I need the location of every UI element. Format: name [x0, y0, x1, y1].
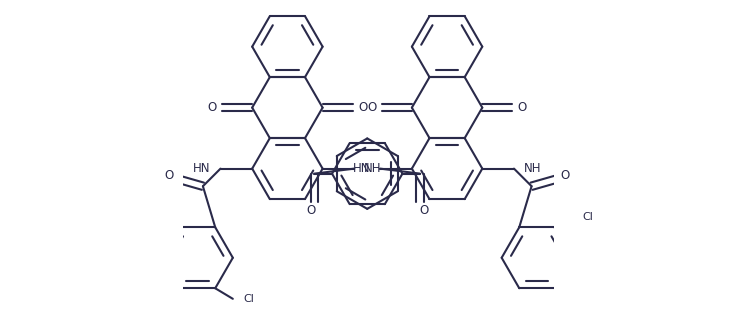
- Text: HN: HN: [352, 162, 370, 175]
- Text: NH: NH: [364, 162, 382, 175]
- Text: NH: NH: [524, 162, 542, 175]
- Text: HN: HN: [193, 162, 211, 175]
- Text: O: O: [358, 101, 367, 114]
- Text: O: O: [165, 169, 174, 182]
- Text: Cl: Cl: [243, 294, 254, 304]
- Text: O: O: [208, 101, 217, 114]
- Text: O: O: [367, 101, 377, 114]
- Text: Cl: Cl: [582, 212, 593, 222]
- Text: O: O: [419, 204, 428, 217]
- Text: O: O: [517, 101, 527, 114]
- Text: O: O: [560, 169, 570, 182]
- Text: O: O: [306, 204, 315, 217]
